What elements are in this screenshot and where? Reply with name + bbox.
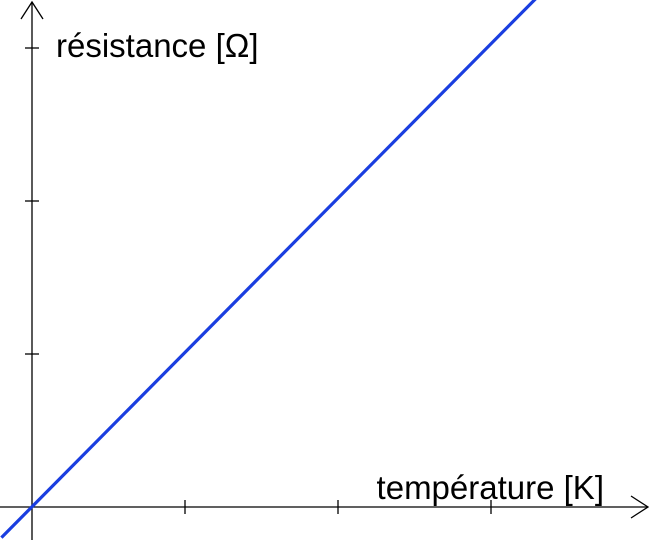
y-axis-label: résistance [Ω] [56,27,259,64]
x-axis-label: température [K] [377,469,604,506]
x-ticks [184,500,492,514]
x-axis-arrowhead [630,495,650,519]
y-axis-arrowhead [20,0,44,20]
series-group [0,0,537,539]
y-ticks [25,47,39,355]
series-line-1 [0,0,537,539]
